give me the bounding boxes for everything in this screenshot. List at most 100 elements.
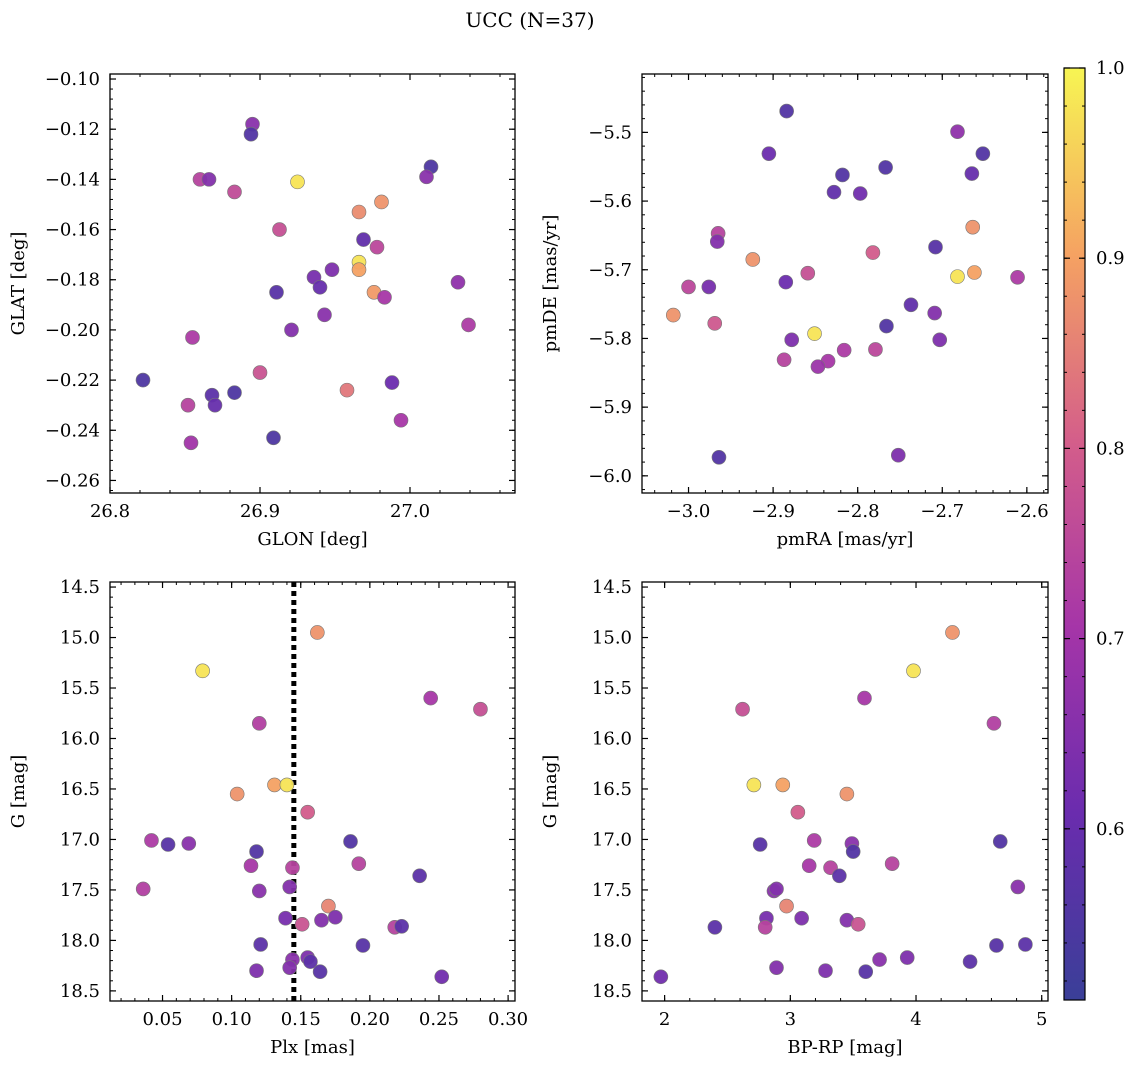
- scatter-point: [1010, 879, 1026, 895]
- scatter-point: [229, 786, 245, 802]
- scatter-point: [903, 297, 919, 313]
- scatter-point: [195, 663, 210, 679]
- scatter-point: [769, 960, 784, 975]
- colorbar-tick-label: 0.7: [1096, 629, 1125, 650]
- scatter-point: [975, 146, 991, 161]
- scatter-point: [282, 879, 297, 895]
- scatter-point: [761, 146, 777, 161]
- scatter-point: [183, 435, 199, 451]
- y-tick-label: 17.0: [60, 829, 100, 850]
- scatter-point: [267, 777, 282, 793]
- y-tick-label: 17.5: [60, 880, 100, 901]
- y-axis-label: G [mag]: [8, 755, 29, 828]
- x-tick-label: 26.8: [90, 501, 130, 522]
- scatter-point: [826, 184, 842, 200]
- scatter-point: [986, 716, 1002, 731]
- scatter-point: [312, 279, 328, 295]
- x-axis-label: Plx [mas]: [270, 1037, 355, 1058]
- scatter-point: [394, 918, 409, 934]
- scatter-point: [434, 969, 450, 985]
- scatter-point: [852, 186, 868, 201]
- scatter-point: [253, 937, 268, 952]
- scatter-point: [932, 332, 948, 348]
- scatter-point: [967, 265, 982, 280]
- panel-pmra-pmde: −3.0 −2.9 −2.8 −2.7 −2.6 −6.0 −5.9 −5.8 −5.7 −5.6…: [540, 73, 1049, 550]
- scatter-point: [339, 382, 355, 398]
- panel-glon-glat: 26.8 26.9 27.0 −0.26 −0.24 −0.22 −0.20 −0.18 −0.…: [8, 69, 516, 550]
- scatter-point: [858, 964, 874, 980]
- scatter-point: [790, 804, 806, 820]
- scatter-point: [356, 232, 371, 247]
- y-tick-label: 15.5: [592, 678, 632, 699]
- scatter-point: [962, 954, 978, 969]
- scatter-point: [746, 777, 762, 793]
- y-tick-label: 16.5: [60, 779, 100, 800]
- x-axis-label: pmRA [mas/yr]: [777, 529, 914, 550]
- scatter-point: [950, 269, 965, 284]
- x-tick-label: 0.10: [212, 1009, 252, 1030]
- scatter-point: [243, 858, 259, 874]
- x-axis-label: GLON [deg]: [257, 529, 367, 550]
- y-tick-label: 18.5: [60, 981, 100, 1002]
- scatter-point: [906, 663, 921, 679]
- scatter-point: [160, 837, 176, 852]
- y-axis-label: G [mag]: [540, 755, 561, 828]
- scatter-point: [419, 169, 434, 185]
- scatter-point: [374, 194, 389, 210]
- scatter-point: [284, 322, 299, 338]
- scatter-point: [312, 964, 328, 980]
- y-tick-label: −0.22: [45, 370, 100, 391]
- scatter-point: [807, 326, 822, 341]
- y-tick-label: 16.5: [592, 779, 632, 800]
- scatter-point: [745, 252, 761, 267]
- x-tick-label: 0.20: [350, 1009, 390, 1030]
- scatter-point: [351, 856, 367, 871]
- scatter-point: [251, 716, 267, 731]
- scatter-point: [835, 167, 850, 183]
- y-tick-label: 14.5: [60, 577, 100, 598]
- scatter-point: [423, 690, 438, 706]
- scatter-point: [294, 916, 310, 932]
- ticks: [109, 74, 515, 493]
- scatter-point: [810, 359, 826, 374]
- scatter-point: [818, 963, 833, 979]
- scatter-point: [707, 316, 723, 331]
- y-tick-label: 15.0: [592, 628, 632, 649]
- scatter-point: [784, 332, 800, 348]
- panel-bprp-g: 2 3 4 5 14.5 15.0 15.5 16.0 16.5 17.0 17.5 18.0 18.5…: [540, 577, 1049, 1058]
- y-tick-label: 15.0: [60, 628, 100, 649]
- ticks: [642, 74, 1048, 493]
- scatter-point: [393, 412, 409, 428]
- scatter-point: [251, 883, 267, 899]
- scatter-point: [836, 342, 852, 358]
- scatter-point: [328, 909, 343, 925]
- x-tick-label: 0.05: [142, 1009, 182, 1030]
- scatter-point: [249, 963, 264, 979]
- scatter-point: [945, 625, 960, 640]
- scatter-point: [850, 916, 866, 932]
- scatter-point: [992, 834, 1008, 849]
- x-tick-label: 3: [785, 1009, 796, 1030]
- y-tick-label: −0.14: [45, 169, 100, 190]
- y-tick-label: 16.0: [60, 728, 100, 749]
- scatter-point: [290, 174, 305, 190]
- scatter-series: [665, 103, 1025, 465]
- y-axis-label: GLAT [deg]: [8, 232, 29, 336]
- scatter-point: [249, 844, 264, 859]
- x-tick-label: −2.7: [920, 501, 964, 522]
- scatter-point: [324, 262, 340, 278]
- scatter-point: [665, 307, 681, 323]
- panel-plx-g: 0.05 0.10 0.15 0.20 0.25 0.30 14.5 15.0 15.5 16.0…: [8, 577, 528, 1058]
- y-tick-label: −0.26: [45, 470, 100, 491]
- scatter-point: [794, 910, 809, 926]
- scatter-point: [243, 126, 259, 142]
- scatter-point: [266, 430, 281, 446]
- scatter-point: [868, 342, 883, 357]
- scatter-point: [769, 881, 784, 897]
- scatter-point: [351, 204, 367, 220]
- colorbar-gradient: [1063, 67, 1086, 1001]
- x-tick-label: 27.0: [390, 501, 430, 522]
- scatter-point: [135, 881, 151, 897]
- scatter-point: [890, 447, 906, 463]
- y-tick-label: −5.5: [588, 122, 632, 143]
